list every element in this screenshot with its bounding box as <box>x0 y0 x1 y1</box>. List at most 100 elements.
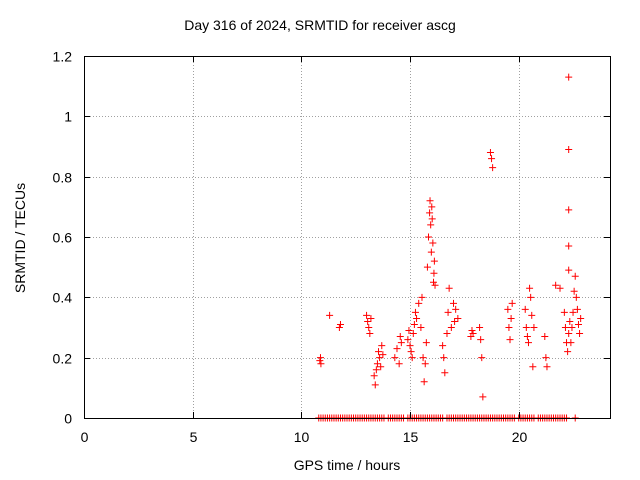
data-point <box>452 305 460 313</box>
data-point <box>573 305 581 313</box>
data-point <box>447 324 455 331</box>
data-point <box>486 149 494 157</box>
data-point <box>552 281 560 289</box>
data-point <box>419 354 427 362</box>
data-point <box>478 354 486 362</box>
data-point <box>378 342 386 350</box>
data-point <box>430 278 438 286</box>
y-tick-label: 0.4 <box>53 290 73 306</box>
data-point <box>428 215 436 223</box>
data-point <box>441 369 449 377</box>
data-point <box>427 221 435 229</box>
data-point <box>565 242 573 250</box>
data-point <box>426 197 434 205</box>
data-point <box>408 354 416 362</box>
data-point <box>411 308 419 316</box>
data-point <box>570 287 578 295</box>
y-tick-label: 1 <box>64 109 72 125</box>
data-point <box>565 266 573 274</box>
series-points <box>316 73 585 401</box>
data-point <box>417 324 425 331</box>
grid-lines <box>84 56 610 418</box>
data-point <box>527 293 535 301</box>
data-point <box>530 324 538 331</box>
data-point <box>561 324 569 331</box>
data-point <box>326 311 334 319</box>
data-point <box>504 305 512 313</box>
data-point <box>567 339 575 347</box>
data-point <box>316 354 324 362</box>
data-point <box>413 314 421 322</box>
data-point <box>505 324 513 331</box>
y-tick-label: 0.6 <box>53 230 73 246</box>
data-point <box>543 363 551 371</box>
data-point <box>375 348 383 356</box>
data-point <box>524 339 532 347</box>
data-point <box>565 206 573 214</box>
data-point <box>444 308 452 316</box>
data-point <box>488 155 496 163</box>
x-axis-label: GPS time / hours <box>293 457 401 473</box>
data-point <box>443 330 451 338</box>
axis-ticks: 0 5 10 15 20 0 0.2 0.4 0.6 0.8 1 1.2 <box>53 49 610 445</box>
data-point <box>523 333 531 341</box>
data-point <box>372 366 380 374</box>
data-point <box>422 339 430 347</box>
data-point <box>379 351 387 359</box>
data-point <box>576 330 584 338</box>
data-point <box>430 269 438 277</box>
data-point <box>364 317 372 325</box>
data-point <box>528 311 536 319</box>
data-point <box>529 363 537 371</box>
data-point <box>450 299 458 307</box>
data-point <box>415 299 423 307</box>
data-point <box>521 305 529 313</box>
data-point <box>571 272 579 280</box>
x-tick-label: 0 <box>81 429 89 445</box>
data-point <box>439 342 447 350</box>
data-point <box>395 360 403 368</box>
data-point <box>410 320 418 328</box>
data-point <box>317 360 325 368</box>
data-point <box>566 317 574 325</box>
data-point <box>468 327 476 335</box>
x-tick-label: 10 <box>294 429 310 445</box>
data-point <box>565 73 573 81</box>
data-point <box>556 284 564 292</box>
y-tick-label: 0.8 <box>53 170 73 186</box>
data-point <box>522 324 530 331</box>
data-point <box>418 293 426 301</box>
data-point <box>404 336 412 344</box>
data-point <box>506 336 514 344</box>
data-point <box>393 345 401 353</box>
y-axis-label: SRMTID / TECUs <box>12 182 28 294</box>
data-point <box>367 314 375 322</box>
data-points <box>315 73 585 422</box>
data-point <box>391 354 399 362</box>
data-point <box>565 146 573 154</box>
data-point <box>477 336 485 344</box>
data-point <box>476 324 484 331</box>
data-point <box>407 348 415 356</box>
data-point <box>370 372 378 380</box>
data-point <box>409 330 417 338</box>
data-point <box>376 354 384 362</box>
data-point <box>336 320 344 328</box>
x-tick-label: 20 <box>512 429 528 445</box>
data-point <box>426 209 434 217</box>
data-point <box>451 317 459 325</box>
data-point <box>428 203 436 211</box>
data-point <box>568 324 576 331</box>
data-point <box>560 308 568 316</box>
data-point <box>377 363 385 371</box>
data-point <box>445 284 453 292</box>
data-point <box>397 339 405 347</box>
data-point <box>508 299 516 307</box>
data-point <box>564 348 572 356</box>
data-point <box>479 393 487 401</box>
data-point <box>526 284 534 292</box>
y-tick-label: 0 <box>64 411 72 427</box>
data-point <box>425 233 433 241</box>
data-point <box>574 320 582 328</box>
